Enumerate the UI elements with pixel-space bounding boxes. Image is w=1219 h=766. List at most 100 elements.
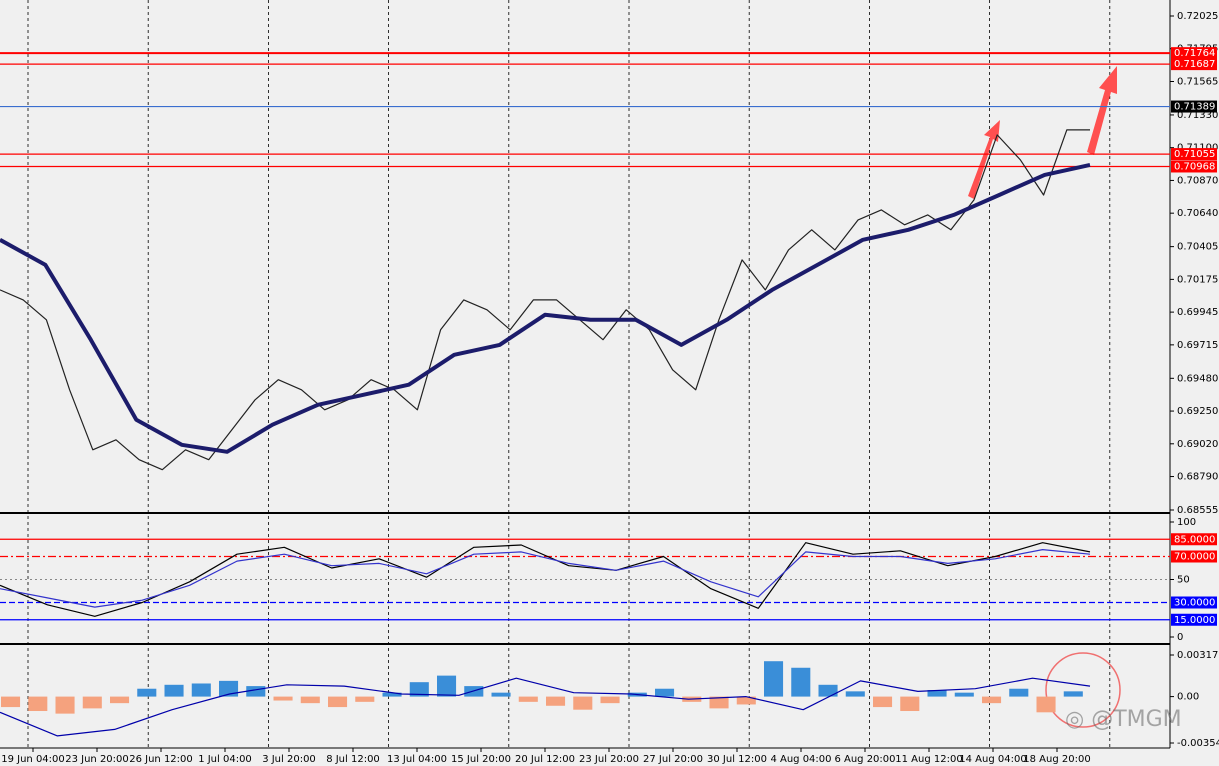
y-tick-label: 100	[1177, 517, 1196, 528]
level-label-box	[1171, 100, 1217, 113]
level-label: 30.0000	[1174, 598, 1215, 609]
series-line	[0, 677, 1091, 737]
y-tick-label: 0.70175	[1177, 274, 1218, 285]
histogram-bar	[437, 675, 457, 697]
series-line	[0, 542, 1091, 617]
level-label-box	[1171, 596, 1217, 609]
y-tick-label: 0.71330	[1177, 110, 1218, 121]
histogram-bar	[55, 696, 75, 714]
x-tick-label: 14 Aug 04:00	[959, 754, 1026, 765]
histogram-bar	[246, 686, 266, 697]
y-tick-label: 0.72025	[1177, 11, 1218, 22]
x-tick-label: 3 Jul 20:00	[262, 754, 316, 765]
level-label-box	[1171, 58, 1217, 71]
y-tick-label: 0.0031736	[1177, 650, 1219, 661]
y-tick-label: 0.70640	[1177, 208, 1218, 219]
watermark: ◎ @TMGM	[1065, 707, 1182, 732]
histogram-bar	[791, 667, 811, 697]
y-tick-label: 0.69020	[1177, 439, 1218, 450]
histogram-bar	[110, 696, 130, 704]
level-label: 0.71055	[1174, 149, 1215, 160]
x-tick-label: 8 Jul 12:00	[326, 754, 380, 765]
grid	[27, 0, 1111, 748]
x-tick-label: 15 Jul 20:00	[451, 754, 511, 765]
series-line	[0, 162, 1091, 454]
y-tick-label: 0.70405	[1177, 242, 1218, 253]
level-label-box	[1171, 533, 1217, 546]
histogram-bar	[328, 696, 348, 708]
histogram-bar	[191, 683, 211, 697]
y-tick-label: -0.003541	[1177, 738, 1219, 749]
x-tick-label: 30 Jul 12:00	[707, 754, 767, 765]
y-tick-label: 0	[1177, 632, 1183, 643]
histogram-bar	[382, 692, 402, 697]
level-label: 85.0000	[1174, 534, 1215, 545]
y-tick-label: 0.71565	[1177, 76, 1218, 87]
level-label-box	[1171, 613, 1217, 626]
y-tick-label: 0.68555	[1177, 505, 1218, 516]
y-tick-label: 0.70870	[1177, 175, 1218, 186]
histogram-bar	[954, 692, 974, 697]
histogram-bar	[137, 688, 157, 697]
x-tick-label: 6 Aug 20:00	[834, 754, 895, 765]
histogram-bar	[1009, 688, 1029, 697]
y-tick-label: 0.69250	[1177, 406, 1218, 417]
x-tick-label: 23 Jul 20:00	[579, 754, 639, 765]
y-tick-label: 0.68790	[1177, 472, 1218, 483]
histogram-bar	[982, 696, 1002, 704]
histogram-bar	[818, 684, 838, 697]
x-tick-label: 27 Jul 20:00	[643, 754, 703, 765]
x-tick-label: 1 Jul 04:00	[198, 754, 252, 765]
x-tick-label: 11 Aug 12:00	[895, 754, 962, 765]
x-tick-label: 19 Jun 04:00	[1, 754, 65, 765]
histogram-bar	[491, 692, 511, 697]
histogram-bar	[546, 696, 566, 706]
x-tick-label: 13 Jul 04:00	[387, 754, 447, 765]
histogram-bar	[273, 696, 293, 701]
highlight-circle	[1045, 652, 1121, 728]
y-tick-label: 0.00	[1177, 692, 1199, 703]
level-label-box	[1171, 550, 1217, 563]
histogram-bar	[709, 696, 729, 709]
histogram-bar	[1, 696, 21, 708]
series-line	[0, 549, 1091, 608]
x-tick-label: 26 Jun 12:00	[129, 754, 193, 765]
x-tick-label: 4 Aug 04:00	[770, 754, 831, 765]
histogram-bar	[573, 696, 593, 710]
level-label: 0.71764	[1174, 48, 1215, 59]
series-line	[0, 129, 1090, 471]
level-label-box	[1171, 148, 1217, 161]
histogram-bar	[927, 690, 947, 697]
histogram-bar	[1063, 691, 1083, 697]
histogram-bar	[736, 696, 756, 705]
y-tick-label: 0.69945	[1177, 307, 1218, 318]
histogram-bar	[518, 696, 538, 702]
level-label-box	[1171, 47, 1217, 60]
histogram-bar	[900, 696, 920, 712]
y-tick-label: 50	[1177, 575, 1190, 586]
histogram-bar	[655, 688, 675, 697]
y-tick-label: 0.69715	[1177, 340, 1218, 351]
histogram-bar	[355, 696, 375, 702]
arrows	[968, 66, 1117, 199]
y-tick-label: 0.69480	[1177, 373, 1218, 384]
histogram-bar	[845, 691, 865, 697]
level-label: 70.0000	[1174, 552, 1215, 563]
histogram-bar	[164, 684, 184, 697]
level-label: 0.71687	[1174, 59, 1215, 70]
histogram-bar	[1036, 696, 1056, 713]
histogram-bar	[219, 680, 239, 697]
x-tick-label: 18 Aug 20:00	[1023, 754, 1090, 765]
histogram-bar	[873, 696, 893, 708]
histogram-bar	[82, 696, 102, 709]
level-label: 15.0000	[1174, 615, 1215, 626]
level-label-box	[1171, 160, 1217, 173]
histogram-bar	[300, 696, 320, 704]
histogram-bar	[409, 682, 429, 697]
histogram-bar	[764, 661, 784, 697]
x-tick-label: 20 Jul 12:00	[515, 754, 575, 765]
level-label: 0.70968	[1174, 161, 1215, 172]
